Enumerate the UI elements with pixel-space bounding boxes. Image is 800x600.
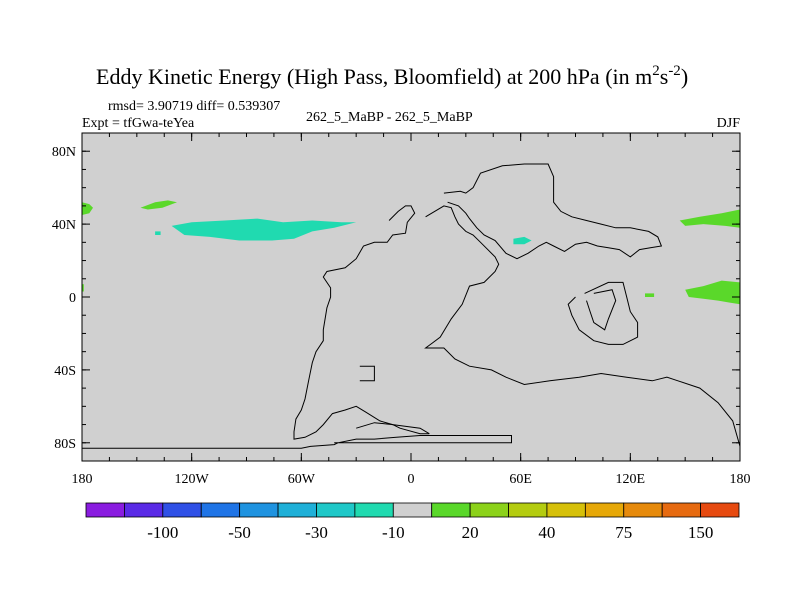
colorbar-swatch <box>354 502 394 518</box>
x-tick-label: 60E <box>509 472 532 487</box>
contour-lines <box>82 163 741 449</box>
colorbar-swatch <box>508 502 548 518</box>
colorbar-swatch <box>661 502 701 518</box>
colorbar-swatch <box>239 502 279 518</box>
contour-line-outline-main-west <box>82 435 512 449</box>
x-tick-label: 180 <box>730 472 751 487</box>
contour-line-outline-east-land <box>424 205 741 447</box>
season-label: DJF <box>717 116 741 131</box>
contour-line-outline-africa-like <box>293 205 430 440</box>
y-tick-label: 40N <box>52 218 76 233</box>
filled-region-green-speck <box>645 293 655 297</box>
colorbar-swatch <box>700 502 740 518</box>
colorbar-swatch <box>584 502 625 518</box>
colorbar-swatch <box>85 502 125 518</box>
chart-title: Eddy Kinetic Energy (High Pass, Bloomfie… <box>96 63 688 89</box>
filled-regions <box>82 200 740 305</box>
colorbar-swatch <box>431 502 471 518</box>
colorbar-label: -10 <box>382 523 405 542</box>
colorbar-label: -100 <box>147 523 178 542</box>
colorbar-swatch <box>623 502 663 518</box>
colorbar-label: -50 <box>228 523 251 542</box>
colorbar-swatch <box>546 502 586 518</box>
x-tick-label: 60W <box>288 472 316 487</box>
contour-line-outline-n-continent <box>443 163 663 260</box>
filled-region-cyan-asia <box>513 236 532 245</box>
x-tick-label: 120E <box>616 472 646 487</box>
filled-region-green-tropical <box>685 280 740 305</box>
colorbar-swatch <box>162 502 202 518</box>
y-tick-label: 80N <box>52 145 76 160</box>
stats-label: rmsd= 3.90719 diff= 0.539307 <box>108 99 280 114</box>
colorbar-swatch <box>316 502 356 518</box>
center-label: 262_5_MaBP - 262_5_MaBP <box>306 110 473 125</box>
colorbar: -100 -50 -30 -10 20 40 75 150 <box>85 502 740 542</box>
map-background <box>82 133 740 461</box>
y-tick-label: 0 <box>69 291 76 306</box>
colorbar-label: 75 <box>615 523 632 542</box>
contour-line-outline-island <box>567 281 639 345</box>
axis-ticks: 180 120W 60W 0 60E 120E 180 80N 40N 0 40S 80S <box>52 133 751 487</box>
filled-region-cyan-pacific-tongue <box>171 218 357 241</box>
map-area: 180 120W 60W 0 60E 120E 180 80N 40N 0 40S 80S <box>52 132 751 487</box>
contour-line-outline-island-inner <box>586 289 617 331</box>
filled-region-green-nw-pacific <box>679 209 740 228</box>
colorbar-swatch <box>124 502 164 518</box>
contour-line-outline-top-stub <box>356 422 430 435</box>
filled-region-green-n-pacific <box>140 200 177 210</box>
colorbar-label: 20 <box>462 523 479 542</box>
x-tick-label: 0 <box>408 472 415 487</box>
y-tick-label: 40S <box>54 364 76 379</box>
colorbar-swatch <box>469 502 509 518</box>
expt-label: Expt = tfGwa-teYea <box>82 116 195 131</box>
filled-region-cyan-small <box>155 231 161 235</box>
colorbar-swatch <box>392 502 433 518</box>
colorbar-swatch <box>277 502 317 518</box>
x-tick-label: 180 <box>72 472 93 487</box>
x-tick-label: 120W <box>175 472 210 487</box>
colorbar-label: 40 <box>538 523 555 542</box>
colorbar-label: -30 <box>305 523 328 542</box>
colorbar-label: 150 <box>688 523 714 542</box>
colorbar-swatch <box>200 502 241 518</box>
contour-line-outline-small-sq <box>359 365 375 382</box>
y-tick-label: 80S <box>54 437 76 452</box>
